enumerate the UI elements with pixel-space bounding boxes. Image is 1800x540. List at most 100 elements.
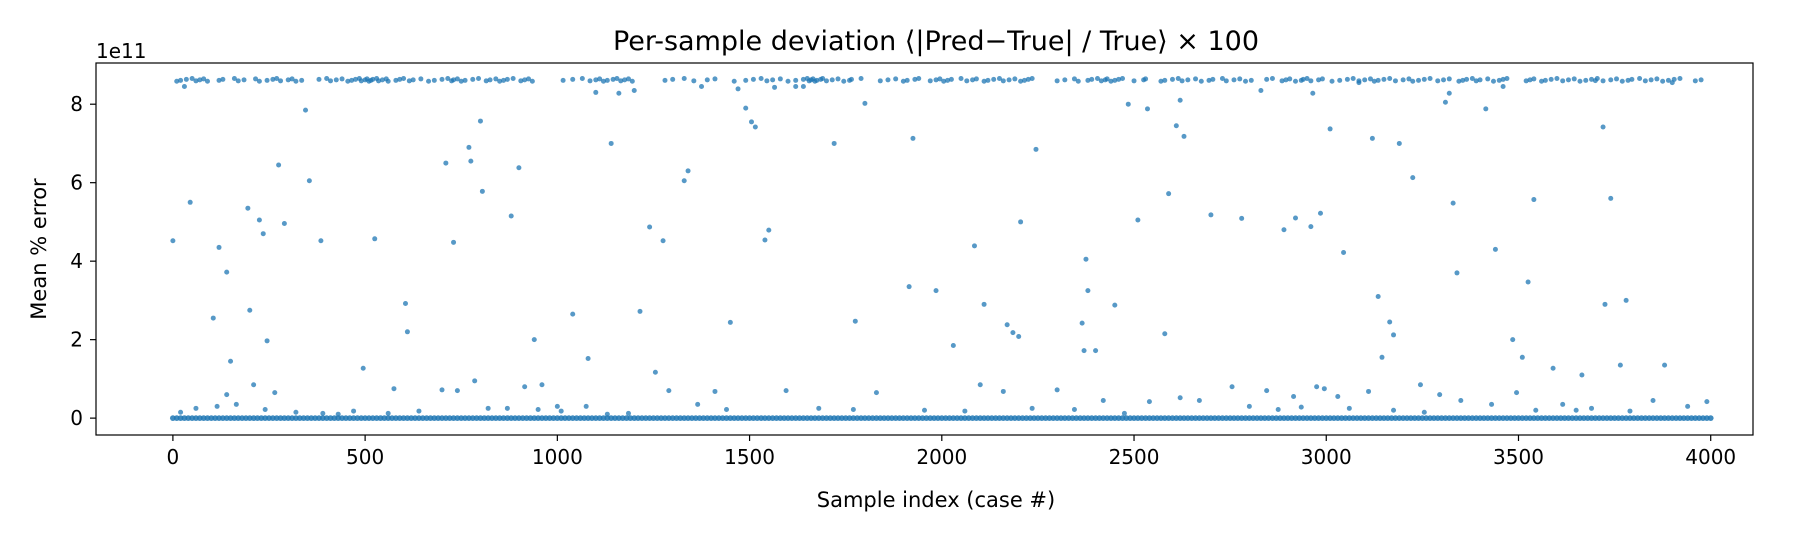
- plot-frame: [95, 62, 1754, 436]
- top-cluster-point: [1371, 78, 1377, 84]
- data-point: [922, 407, 927, 413]
- data-point: [1417, 382, 1423, 388]
- top-cluster-point: [1131, 78, 1137, 84]
- data-point: [1162, 331, 1168, 337]
- top-cluster-point: [385, 78, 391, 84]
- data-point: [724, 406, 730, 412]
- top-cluster-point: [1477, 77, 1483, 83]
- top-cluster-point: [201, 76, 207, 82]
- x-tick-label: 4000: [1685, 445, 1736, 469]
- top-cluster-point: [1356, 78, 1362, 84]
- top-cluster-point: [1531, 76, 1537, 82]
- top-cluster-point: [183, 76, 189, 82]
- top-cluster-point: [189, 75, 195, 81]
- top-cluster-point: [333, 77, 339, 83]
- top-cluster-point: [1362, 77, 1368, 83]
- y-offset-label: 1e11: [96, 39, 146, 63]
- top-cluster-point: [274, 75, 280, 81]
- top-cluster-point: [681, 75, 687, 81]
- top-cluster-point: [948, 76, 954, 82]
- top-cluster-point: [973, 76, 979, 82]
- top-cluster-point: [193, 78, 199, 84]
- data-point: [1010, 330, 1016, 336]
- top-cluster-point: [1625, 77, 1631, 83]
- top-cluster-point: [743, 77, 749, 83]
- top-cluster-point: [622, 77, 628, 83]
- data-point: [1627, 408, 1633, 414]
- top-cluster-point: [800, 76, 806, 82]
- data-point: [1004, 322, 1010, 328]
- data-point: [531, 337, 537, 343]
- top-cluster-point: [933, 77, 939, 83]
- data-point: [906, 284, 912, 290]
- top-cluster-point: [231, 75, 237, 81]
- data-point: [320, 410, 326, 416]
- data-point: [178, 409, 184, 415]
- data-point: [256, 217, 262, 223]
- data-point: [260, 231, 266, 237]
- top-cluster-point: [618, 78, 624, 84]
- top-cluster-point: [358, 78, 364, 84]
- top-cluster-point: [1608, 77, 1614, 83]
- data-point: [181, 84, 187, 90]
- data-point: [468, 158, 474, 164]
- data-point: [1292, 215, 1298, 221]
- data-point: [276, 162, 282, 168]
- top-cluster-point: [970, 77, 976, 83]
- top-cluster-point: [927, 78, 933, 84]
- data-point: [616, 90, 622, 96]
- data-point: [735, 86, 741, 92]
- data-point: [1410, 175, 1416, 181]
- top-cluster-point: [1406, 76, 1412, 82]
- top-cluster-point: [1539, 78, 1545, 84]
- top-cluster-point: [418, 76, 424, 82]
- top-cluster-point: [964, 78, 970, 84]
- top-cluster-point: [235, 78, 241, 84]
- top-cluster-point: [662, 77, 668, 83]
- top-cluster-point: [904, 77, 910, 83]
- top-cluster-point: [1304, 75, 1310, 81]
- top-cluster-point: [1089, 76, 1095, 82]
- top-cluster-point: [289, 76, 295, 82]
- top-cluster-point: [406, 78, 412, 84]
- top-cluster-point: [328, 78, 334, 84]
- data-point: [1608, 195, 1614, 201]
- top-cluster-point: [1464, 76, 1470, 82]
- data-point: [1510, 337, 1516, 343]
- top-cluster-point: [1206, 77, 1212, 83]
- top-cluster-point: [1071, 76, 1077, 82]
- data-point: [1177, 97, 1183, 103]
- top-cluster-point: [476, 75, 482, 81]
- top-cluster-point: [985, 77, 991, 83]
- data-point: [752, 124, 758, 130]
- data-point: [1500, 84, 1506, 90]
- top-cluster-point: [451, 77, 457, 83]
- top-cluster-point: [600, 78, 606, 84]
- x-tick-label: 1500: [724, 445, 775, 469]
- data-point: [1196, 397, 1202, 403]
- data-point: [1246, 403, 1252, 409]
- data-point: [699, 84, 705, 90]
- data-point: [1321, 386, 1327, 392]
- top-cluster-point: [625, 76, 631, 82]
- top-cluster-point: [349, 77, 355, 83]
- data-point: [647, 224, 653, 230]
- top-cluster-point: [1441, 77, 1447, 83]
- top-cluster-point: [1671, 76, 1677, 82]
- data-point: [1029, 405, 1035, 411]
- data-point: [593, 89, 599, 95]
- top-cluster-point: [1698, 77, 1704, 83]
- top-cluster-point: [587, 78, 593, 84]
- top-cluster-point: [285, 77, 291, 83]
- data-point: [1016, 334, 1022, 340]
- data-point: [981, 301, 987, 307]
- data-point: [372, 236, 378, 242]
- data-point: [264, 338, 270, 344]
- data-point: [695, 401, 701, 407]
- top-cluster-point: [1162, 77, 1168, 83]
- top-cluster-point: [178, 77, 184, 83]
- data-point: [1054, 387, 1060, 393]
- data-point: [351, 408, 357, 414]
- top-cluster-point: [293, 78, 299, 84]
